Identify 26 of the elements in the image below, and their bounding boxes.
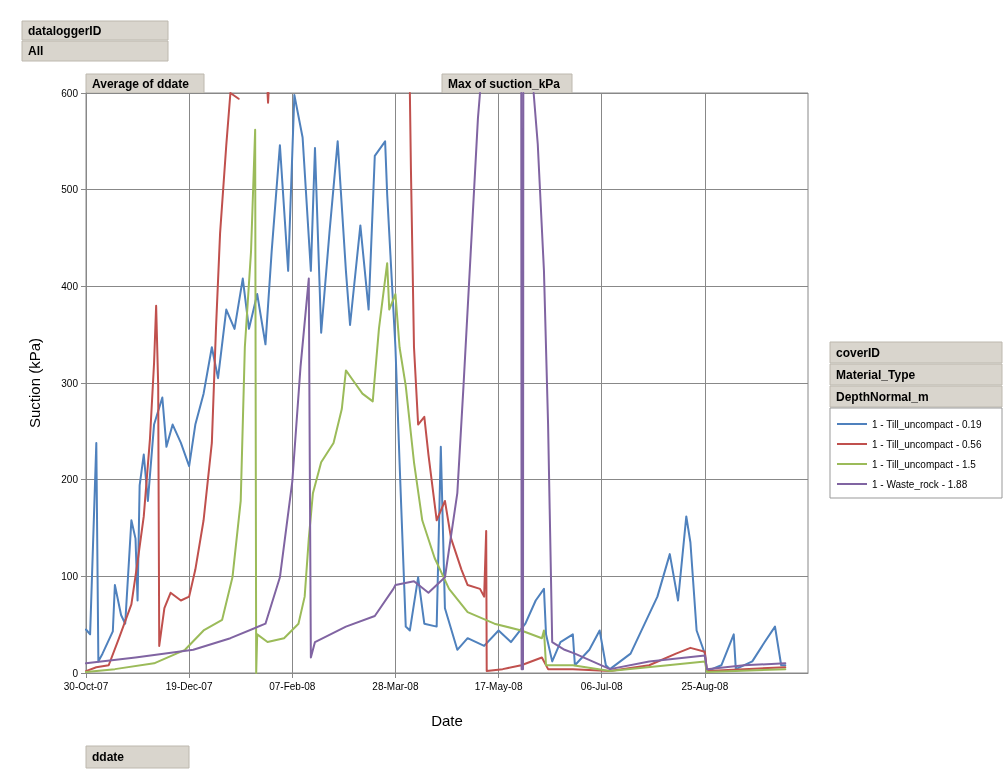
x-tick-label: 25-Aug-08 — [681, 680, 729, 692]
text: All — [28, 44, 44, 58]
y-tick-label: 200 — [61, 474, 79, 486]
x-tick-label: 06-Jul-08 — [580, 680, 623, 692]
text: Average of ddate — [92, 76, 190, 91]
x-axis-title: Date — [431, 712, 463, 729]
legend-title: coverID Material_Type DepthNormal_m — [836, 345, 929, 404]
y-tick-label: 600 — [61, 87, 79, 99]
y-tick-label: 400 — [61, 280, 79, 292]
x-tick-label: 30-Oct-07 — [63, 680, 109, 692]
legend-label: 1 - Till_uncompact - 1.5 — [872, 458, 977, 470]
text: ddate — [92, 750, 125, 764]
text: Max of suction_kPa — [448, 76, 561, 91]
y-tick-label: 300 — [61, 377, 79, 389]
legend-label: 1 - Till_uncompact - 0.19 — [872, 418, 982, 430]
legend-label: 1 - Waste_rock - 1.88 — [872, 478, 968, 490]
y-tick-label: 500 — [61, 184, 79, 196]
x-tick-label: 17-May-08 — [474, 680, 523, 692]
x-tick-label: 19-Dec-07 — [165, 680, 213, 692]
y-tick-label: 0 — [72, 667, 79, 679]
y-tick-label: 100 — [61, 570, 79, 582]
x-tick-label: 28-Mar-08 — [372, 680, 419, 692]
legend-label: 1 - Till_uncompact - 0.56 — [872, 438, 982, 450]
y-axis-title: Suction (kPa) — [26, 337, 43, 429]
text: dataloggerID — [28, 23, 102, 38]
x-tick-label: 07-Feb-08 — [269, 680, 316, 692]
